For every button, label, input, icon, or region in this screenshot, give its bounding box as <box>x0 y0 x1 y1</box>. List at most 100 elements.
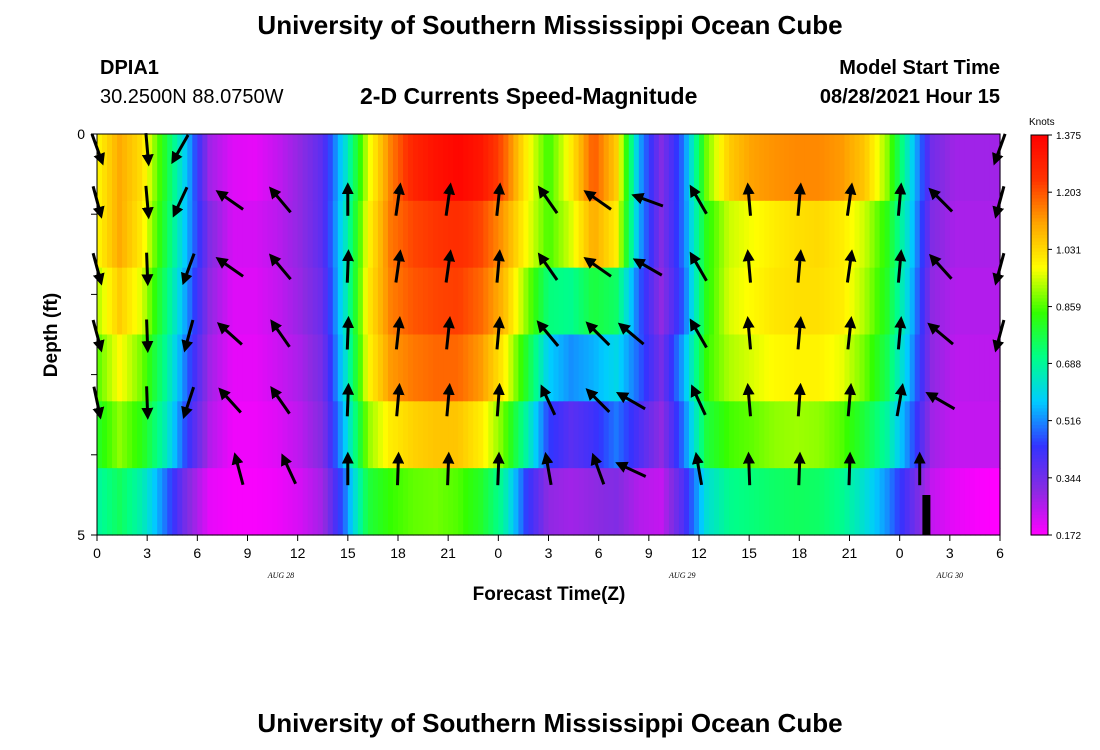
current-arrow <box>894 383 907 417</box>
heatmap-cell <box>643 334 650 402</box>
colorbar-segment <box>1031 525 1048 529</box>
heatmap-cell <box>292 401 299 469</box>
heatmap-cell <box>493 401 499 469</box>
depth-band-4 <box>97 401 1001 469</box>
heatmap-cell <box>347 401 354 469</box>
heatmap-cell <box>413 134 419 202</box>
current-arrow <box>844 182 857 216</box>
heatmap-cell <box>859 267 866 336</box>
heatmap-cell <box>167 334 173 402</box>
heatmap-cell <box>658 468 665 536</box>
heatmap-cell <box>814 401 820 469</box>
heatmap-cell <box>899 401 906 469</box>
colorbar-segment <box>1031 485 1048 489</box>
heatmap-cell <box>724 200 730 269</box>
heatmap-cell <box>167 401 173 469</box>
colorbar-segment <box>1031 338 1048 343</box>
colorbar-segment <box>1031 165 1048 169</box>
heatmap-cell <box>408 401 414 469</box>
heatmap-cell <box>593 468 600 536</box>
heatmap-cell <box>884 267 891 336</box>
heatmap-cell <box>854 468 861 536</box>
heatmap-cell <box>568 200 575 269</box>
heatmap-cell <box>754 468 760 536</box>
heatmap-cell <box>709 134 715 202</box>
heatmap-cell <box>784 401 790 469</box>
heatmap-cell <box>543 468 550 536</box>
heatmap-cell <box>929 134 936 202</box>
heatmap-cell <box>618 468 625 536</box>
current-arrow <box>928 187 954 213</box>
heatmap-cell <box>187 200 193 269</box>
heatmap-cell <box>352 200 359 269</box>
current-arrow <box>928 253 953 280</box>
colorbar-segment <box>1031 185 1048 189</box>
heatmap-cell <box>784 200 790 269</box>
heatmap-cell <box>688 200 695 269</box>
heatmap-cell <box>759 200 765 269</box>
colorbar-segment <box>1031 161 1048 166</box>
heatmap-cell <box>347 267 354 336</box>
heatmap-cell <box>423 200 429 269</box>
heatmap-cell <box>252 134 259 202</box>
heatmap-cell <box>468 401 474 469</box>
colorbar-segment <box>1031 205 1048 209</box>
heatmap-cell <box>683 334 690 402</box>
current-arrow <box>844 382 857 417</box>
heatmap-cell <box>217 134 224 202</box>
heatmap-cell <box>819 200 826 269</box>
heatmap-cell <box>357 200 364 269</box>
heatmap-cell <box>799 200 805 269</box>
heatmap-cell <box>257 200 264 269</box>
heatmap-cell <box>247 134 254 202</box>
heatmap-cell <box>964 134 971 202</box>
heatmap-cell <box>483 334 489 402</box>
heatmap-cell <box>829 334 836 402</box>
heatmap-cell <box>357 468 364 536</box>
current-arrow <box>537 252 559 281</box>
colorbar-segment <box>1031 371 1048 376</box>
heatmap-cell <box>648 267 655 336</box>
heatmap-cell <box>177 401 183 469</box>
heatmap-cell <box>503 468 509 536</box>
heatmap-cell <box>729 401 735 469</box>
heatmap-cell <box>628 334 635 402</box>
heatmap-cell <box>769 468 775 536</box>
heatmap-cell <box>799 334 805 402</box>
colorbar-segment <box>1031 465 1048 469</box>
heatmap-cell <box>277 200 284 269</box>
heatmap-cell <box>724 334 730 402</box>
heatmap-cell <box>739 401 745 469</box>
heatmap-cell <box>122 401 128 469</box>
heatmap-cell <box>784 468 790 536</box>
heatmap-cell <box>102 267 108 336</box>
heatmap-cell <box>242 401 249 469</box>
current-arrow <box>492 316 505 350</box>
colorbar-segment <box>1031 455 1048 459</box>
heatmap-cell <box>122 334 128 402</box>
heatmap-cell <box>543 200 550 269</box>
heatmap-cell <box>367 134 374 202</box>
colorbar-segment <box>1031 321 1048 326</box>
heatmap-cell <box>583 468 590 536</box>
heatmap-cell <box>699 334 705 402</box>
heatmap-cell <box>307 134 314 202</box>
colorbar-segment <box>1031 318 1048 323</box>
heatmap-cell <box>463 334 469 402</box>
colorbar-segment <box>1031 365 1048 369</box>
current-arrow <box>691 451 704 486</box>
heatmap-cell <box>107 267 113 336</box>
colorbar-segment <box>1031 148 1048 153</box>
heatmap-cell <box>719 134 725 202</box>
chart-title: University of Southern Mississippi Ocean… <box>257 10 843 40</box>
heatmap-cell <box>774 267 780 336</box>
heatmap-cell <box>217 334 224 402</box>
heatmap-cell <box>764 468 770 536</box>
heatmap-cell <box>392 134 399 202</box>
heatmap-cell <box>789 200 795 269</box>
heatmap-cell <box>989 334 996 402</box>
heatmap-cell <box>744 468 750 536</box>
heatmap-cell <box>448 267 454 336</box>
heatmap-cell <box>172 401 178 469</box>
x-tick-label: 15 <box>741 545 757 561</box>
